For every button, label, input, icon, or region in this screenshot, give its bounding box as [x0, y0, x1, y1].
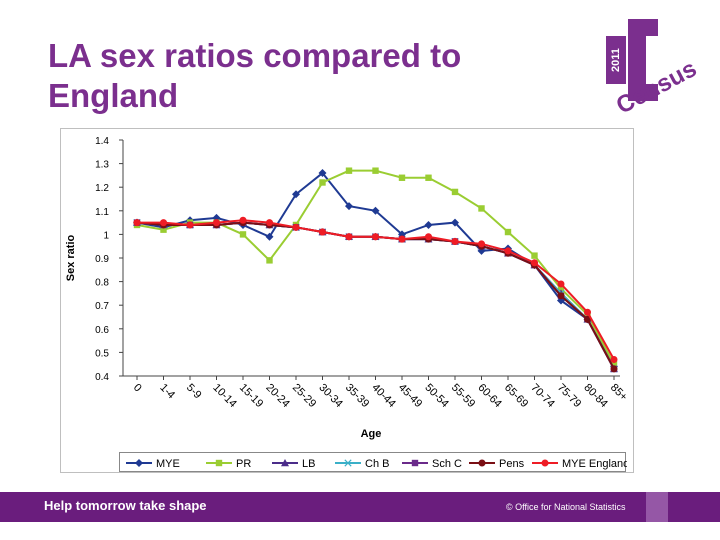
- data-point-marker: [372, 233, 379, 241]
- data-point-marker: [451, 188, 459, 196]
- legend-label: Pens: [499, 458, 525, 470]
- legend-item-mye: MYE: [126, 458, 180, 470]
- data-point-marker: [478, 240, 485, 248]
- legend-item-pr: PR: [206, 458, 251, 470]
- data-point-marker: [557, 285, 565, 292]
- data-point-marker: [239, 231, 247, 238]
- legend-label: Ch B: [365, 458, 389, 470]
- data-point-marker: [371, 206, 380, 215]
- legend-label: Sch C: [432, 458, 462, 470]
- data-point-marker: [425, 233, 432, 241]
- data-point-marker: [451, 218, 459, 227]
- data-point-marker: [372, 167, 379, 174]
- legend-item-lb: LB: [272, 458, 315, 470]
- census-c-shape: [628, 19, 658, 101]
- y-tick-label: 0.4: [95, 372, 109, 383]
- data-point-marker: [266, 219, 273, 227]
- footer-org: © Office for National Statistics: [506, 502, 626, 512]
- census-year-box: [606, 36, 626, 84]
- data-point-marker: [212, 213, 221, 222]
- data-point-marker: [160, 226, 167, 233]
- data-point-marker: [292, 223, 300, 231]
- legend-label: PR: [236, 458, 251, 470]
- legend-item-sch-c: Sch C: [402, 458, 462, 470]
- data-point-marker: [239, 216, 247, 224]
- series-group: [133, 167, 618, 373]
- data-point-marker: [584, 315, 591, 323]
- data-point-marker: [541, 459, 549, 467]
- y-tick-label: 1.2: [95, 183, 109, 194]
- y-tick-label: 1.3: [95, 160, 109, 171]
- data-point-marker: [531, 259, 538, 267]
- data-point-marker: [135, 459, 143, 467]
- data-point-marker: [398, 235, 406, 243]
- legend-label: MYE England: [562, 458, 627, 470]
- data-point-marker: [531, 252, 538, 259]
- chart-legend: MYE PR LB Ch B Sch C Pens MYE England: [119, 452, 629, 472]
- legend-label: MYE: [156, 458, 180, 470]
- chart-frame: Sex ratio Age 1.4 1.3 1.2 1.1 1 0.9 0.8 0.7 0.6 0…: [60, 128, 634, 473]
- data-point-marker: [186, 221, 194, 229]
- data-point-marker: [557, 292, 565, 300]
- data-point-marker: [424, 220, 433, 229]
- x-axis-label: Age: [361, 428, 382, 440]
- data-point-marker: [584, 308, 591, 316]
- data-point-marker: [265, 232, 274, 241]
- census-year-text: 2011: [610, 48, 622, 72]
- y-tick-label: 0.5: [95, 348, 109, 359]
- data-point-marker: [425, 174, 432, 181]
- data-point-marker: [345, 233, 353, 241]
- data-point-marker: [451, 237, 459, 245]
- data-point-marker: [610, 355, 618, 363]
- data-point-marker: [133, 219, 141, 227]
- legend-item-ch-b: Ch B: [335, 458, 389, 470]
- legend-label: LB: [302, 458, 315, 470]
- footer-background: [0, 492, 720, 522]
- series-mye-england: [133, 216, 618, 363]
- census-logo: 2011 Census: [606, 19, 701, 114]
- y-tick-label: 1.1: [95, 207, 109, 218]
- footer-wedge-right: [646, 478, 668, 522]
- data-point-marker: [557, 296, 565, 305]
- data-point-marker: [504, 228, 512, 236]
- data-point-marker: [266, 257, 273, 264]
- line-chart: Sex ratio Age 1.4 1.3 1.2 1.1 1 0.9 0.8 0.7 0.6 0…: [60, 128, 634, 473]
- data-point-marker: [213, 219, 220, 227]
- chart-border: [60, 128, 634, 473]
- data-point-marker: [478, 459, 486, 467]
- data-point-marker: [215, 459, 223, 467]
- data-point-marker: [345, 167, 353, 174]
- data-point-marker: [557, 280, 565, 288]
- legend-item-mye-england: MYE England: [532, 458, 629, 470]
- y-tick-label: 0.7: [95, 301, 109, 312]
- y-tick-label: 1: [103, 230, 109, 241]
- legend-svg: MYE PR LB Ch B Sch C Pens MYE England: [126, 458, 629, 470]
- y-tick-group: 1.4 1.3 1.2 1.1 1 0.9 0.8 0.7 0.6 0.5 0.4: [95, 136, 123, 383]
- data-point-marker: [318, 169, 327, 178]
- data-point-marker: [478, 205, 485, 212]
- data-point-marker: [281, 459, 289, 467]
- footer-tagline: Help tomorrow take shape: [44, 498, 207, 513]
- y-tick-label: 0.6: [95, 325, 109, 336]
- data-point-marker: [160, 219, 167, 227]
- data-point-marker: [610, 365, 618, 373]
- y-axis-label: Sex ratio: [65, 234, 77, 281]
- y-tick-label: 1.4: [95, 136, 109, 147]
- y-tick-label: 0.9: [95, 254, 109, 265]
- data-point-marker: [319, 228, 326, 236]
- data-point-marker: [344, 459, 352, 467]
- data-point-marker: [504, 247, 512, 255]
- y-tick-label: 0.8: [95, 278, 109, 289]
- data-point-marker: [610, 361, 618, 368]
- data-point-marker: [345, 202, 353, 211]
- legend-item-pens: Pens: [469, 458, 525, 470]
- data-point-marker: [319, 179, 326, 186]
- data-point-marker: [411, 459, 419, 467]
- data-point-marker: [398, 174, 406, 181]
- slide-title: LA sex ratios compared to England: [48, 37, 462, 114]
- data-point-marker: [292, 190, 300, 199]
